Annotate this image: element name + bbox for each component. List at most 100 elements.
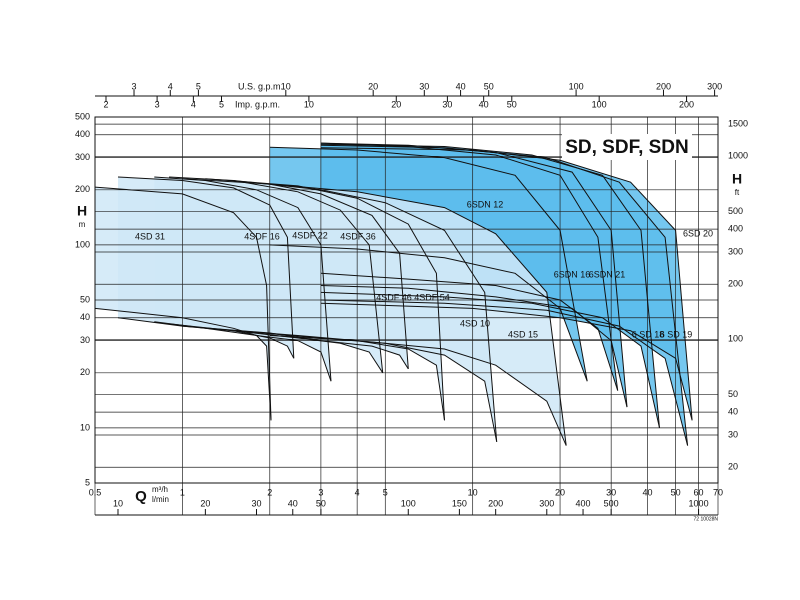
series-label: 6SDN 16	[554, 269, 591, 279]
min-curve	[320, 291, 660, 429]
max-curve	[205, 178, 445, 421]
max-curve	[320, 144, 689, 446]
x2-tick-label: 300	[539, 498, 554, 508]
y2-tick-label: 1500	[728, 118, 748, 128]
max-curve	[269, 183, 567, 446]
y2-tick-label: 400	[728, 224, 743, 234]
y-axis-label: H	[77, 203, 87, 219]
top-tick-label: 100	[592, 99, 607, 109]
max-curve	[269, 146, 588, 382]
x-tick-label: 40	[642, 487, 652, 497]
note: 72 10028N	[694, 516, 719, 522]
min-curve	[269, 244, 588, 382]
top-axis-label: Imp. g.p.m.	[235, 99, 280, 109]
x2-tick-label: 100	[401, 498, 416, 508]
top-tick-label: 40	[479, 99, 489, 109]
x2-axis-unit: l/min	[152, 495, 169, 504]
y2-tick-label: 100	[728, 334, 743, 344]
series-label: 4SDF 16	[244, 231, 280, 241]
x-axis-unit: m³/h	[152, 485, 168, 494]
top-tick-label: 5	[196, 81, 201, 91]
y2-tick-label: 300	[728, 246, 743, 256]
top-tick-label: 4	[168, 81, 173, 91]
x-axis-label: Q	[135, 488, 147, 505]
series-label: 4SDF 22	[292, 230, 328, 240]
max-curve	[320, 143, 660, 428]
x-tick-label: 2	[267, 487, 272, 497]
top-tick-label: 20	[391, 99, 401, 109]
x-tick-label: 50	[671, 487, 681, 497]
top-tick-label: 40	[456, 81, 466, 91]
min-curve	[233, 330, 498, 442]
y-tick-label: 5	[85, 477, 90, 487]
series-label: 6 SD 19	[660, 329, 693, 339]
min-curve	[269, 335, 567, 446]
y-tick-label: 20	[80, 367, 90, 377]
top-tick-label: 30	[419, 81, 429, 91]
x2-tick-label: 1000	[689, 498, 709, 508]
x-tick-label: 70	[713, 487, 723, 497]
y-tick-label: 30	[80, 335, 90, 345]
y-tick-label: 500	[75, 111, 90, 121]
x-tick-label: 4	[355, 487, 360, 497]
series-label: 4SD 10	[460, 318, 490, 328]
curves	[94, 142, 693, 446]
top-tick-label: 2	[103, 99, 108, 109]
top-axis-label: U.S. g.p.m.	[238, 81, 283, 91]
x2-tick-label: 30	[251, 498, 261, 508]
top-tick-label: 50	[484, 81, 494, 91]
x-tick-label: 3	[318, 487, 323, 497]
y-axis-unit: m	[79, 220, 86, 229]
max-curve	[233, 180, 498, 442]
top-tick-label: 30	[442, 99, 452, 109]
max-curve	[117, 176, 295, 359]
y2-tick-label: 500	[728, 206, 743, 216]
x-tick-label: 1	[180, 487, 185, 497]
series-label: 4SD 15	[508, 329, 538, 339]
y-tick-label: 200	[75, 184, 90, 194]
min-curve	[320, 285, 628, 408]
y-tick-label: 100	[75, 239, 90, 249]
y2-tick-label: 40	[728, 407, 738, 417]
top-tick-label: 200	[656, 81, 671, 91]
top-tick-label: 3	[155, 99, 160, 109]
top-tick-label: 5	[219, 99, 224, 109]
series-label: 6SD 20	[683, 228, 713, 238]
y-tick-label: 50	[80, 294, 90, 304]
y-tick-label: 400	[75, 129, 90, 139]
y2-tick-label: 50	[728, 389, 738, 399]
y-tick-label: 40	[80, 312, 90, 322]
chart-title: SD, SDF, SDN	[565, 137, 689, 158]
top-tick-label: 20	[368, 81, 378, 91]
plot-frame	[94, 116, 719, 484]
title-background	[562, 134, 692, 160]
y2-tick-label: 200	[728, 279, 743, 289]
x-tick-label: 10	[468, 487, 478, 497]
top-tick-label: 10	[281, 81, 291, 91]
series-label: 6SDN 12	[467, 199, 504, 209]
x2-tick-label: 20	[200, 498, 210, 508]
y-tick-label: 10	[80, 422, 90, 432]
x2-tick-label: 500	[604, 498, 619, 508]
top-tick-label: 10	[304, 99, 314, 109]
x2-tick-label: 50	[316, 498, 326, 508]
x2-tick-label: 10	[113, 498, 123, 508]
max-curve	[320, 147, 693, 421]
y2-axis-label: H	[732, 171, 742, 187]
top-tick-label: 4	[191, 99, 196, 109]
series-label: 6 SD 18	[632, 329, 665, 339]
series-label: 4SD 31	[135, 231, 165, 241]
min-curve	[320, 299, 689, 446]
series-label: 4SDF 36	[340, 231, 376, 241]
x-tick-label: 5	[383, 487, 388, 497]
min-curve	[320, 302, 693, 421]
y2-tick-label: 1000	[728, 151, 748, 161]
x2-tick-label: 400	[576, 498, 591, 508]
x2-tick-label: 200	[488, 498, 503, 508]
series-label: 6SDN 21	[589, 269, 626, 279]
y-tick-label: 300	[75, 152, 90, 162]
series-label: 4SDF 46	[376, 292, 412, 302]
top-tick-label: 3	[132, 81, 137, 91]
min-curve	[320, 272, 619, 391]
